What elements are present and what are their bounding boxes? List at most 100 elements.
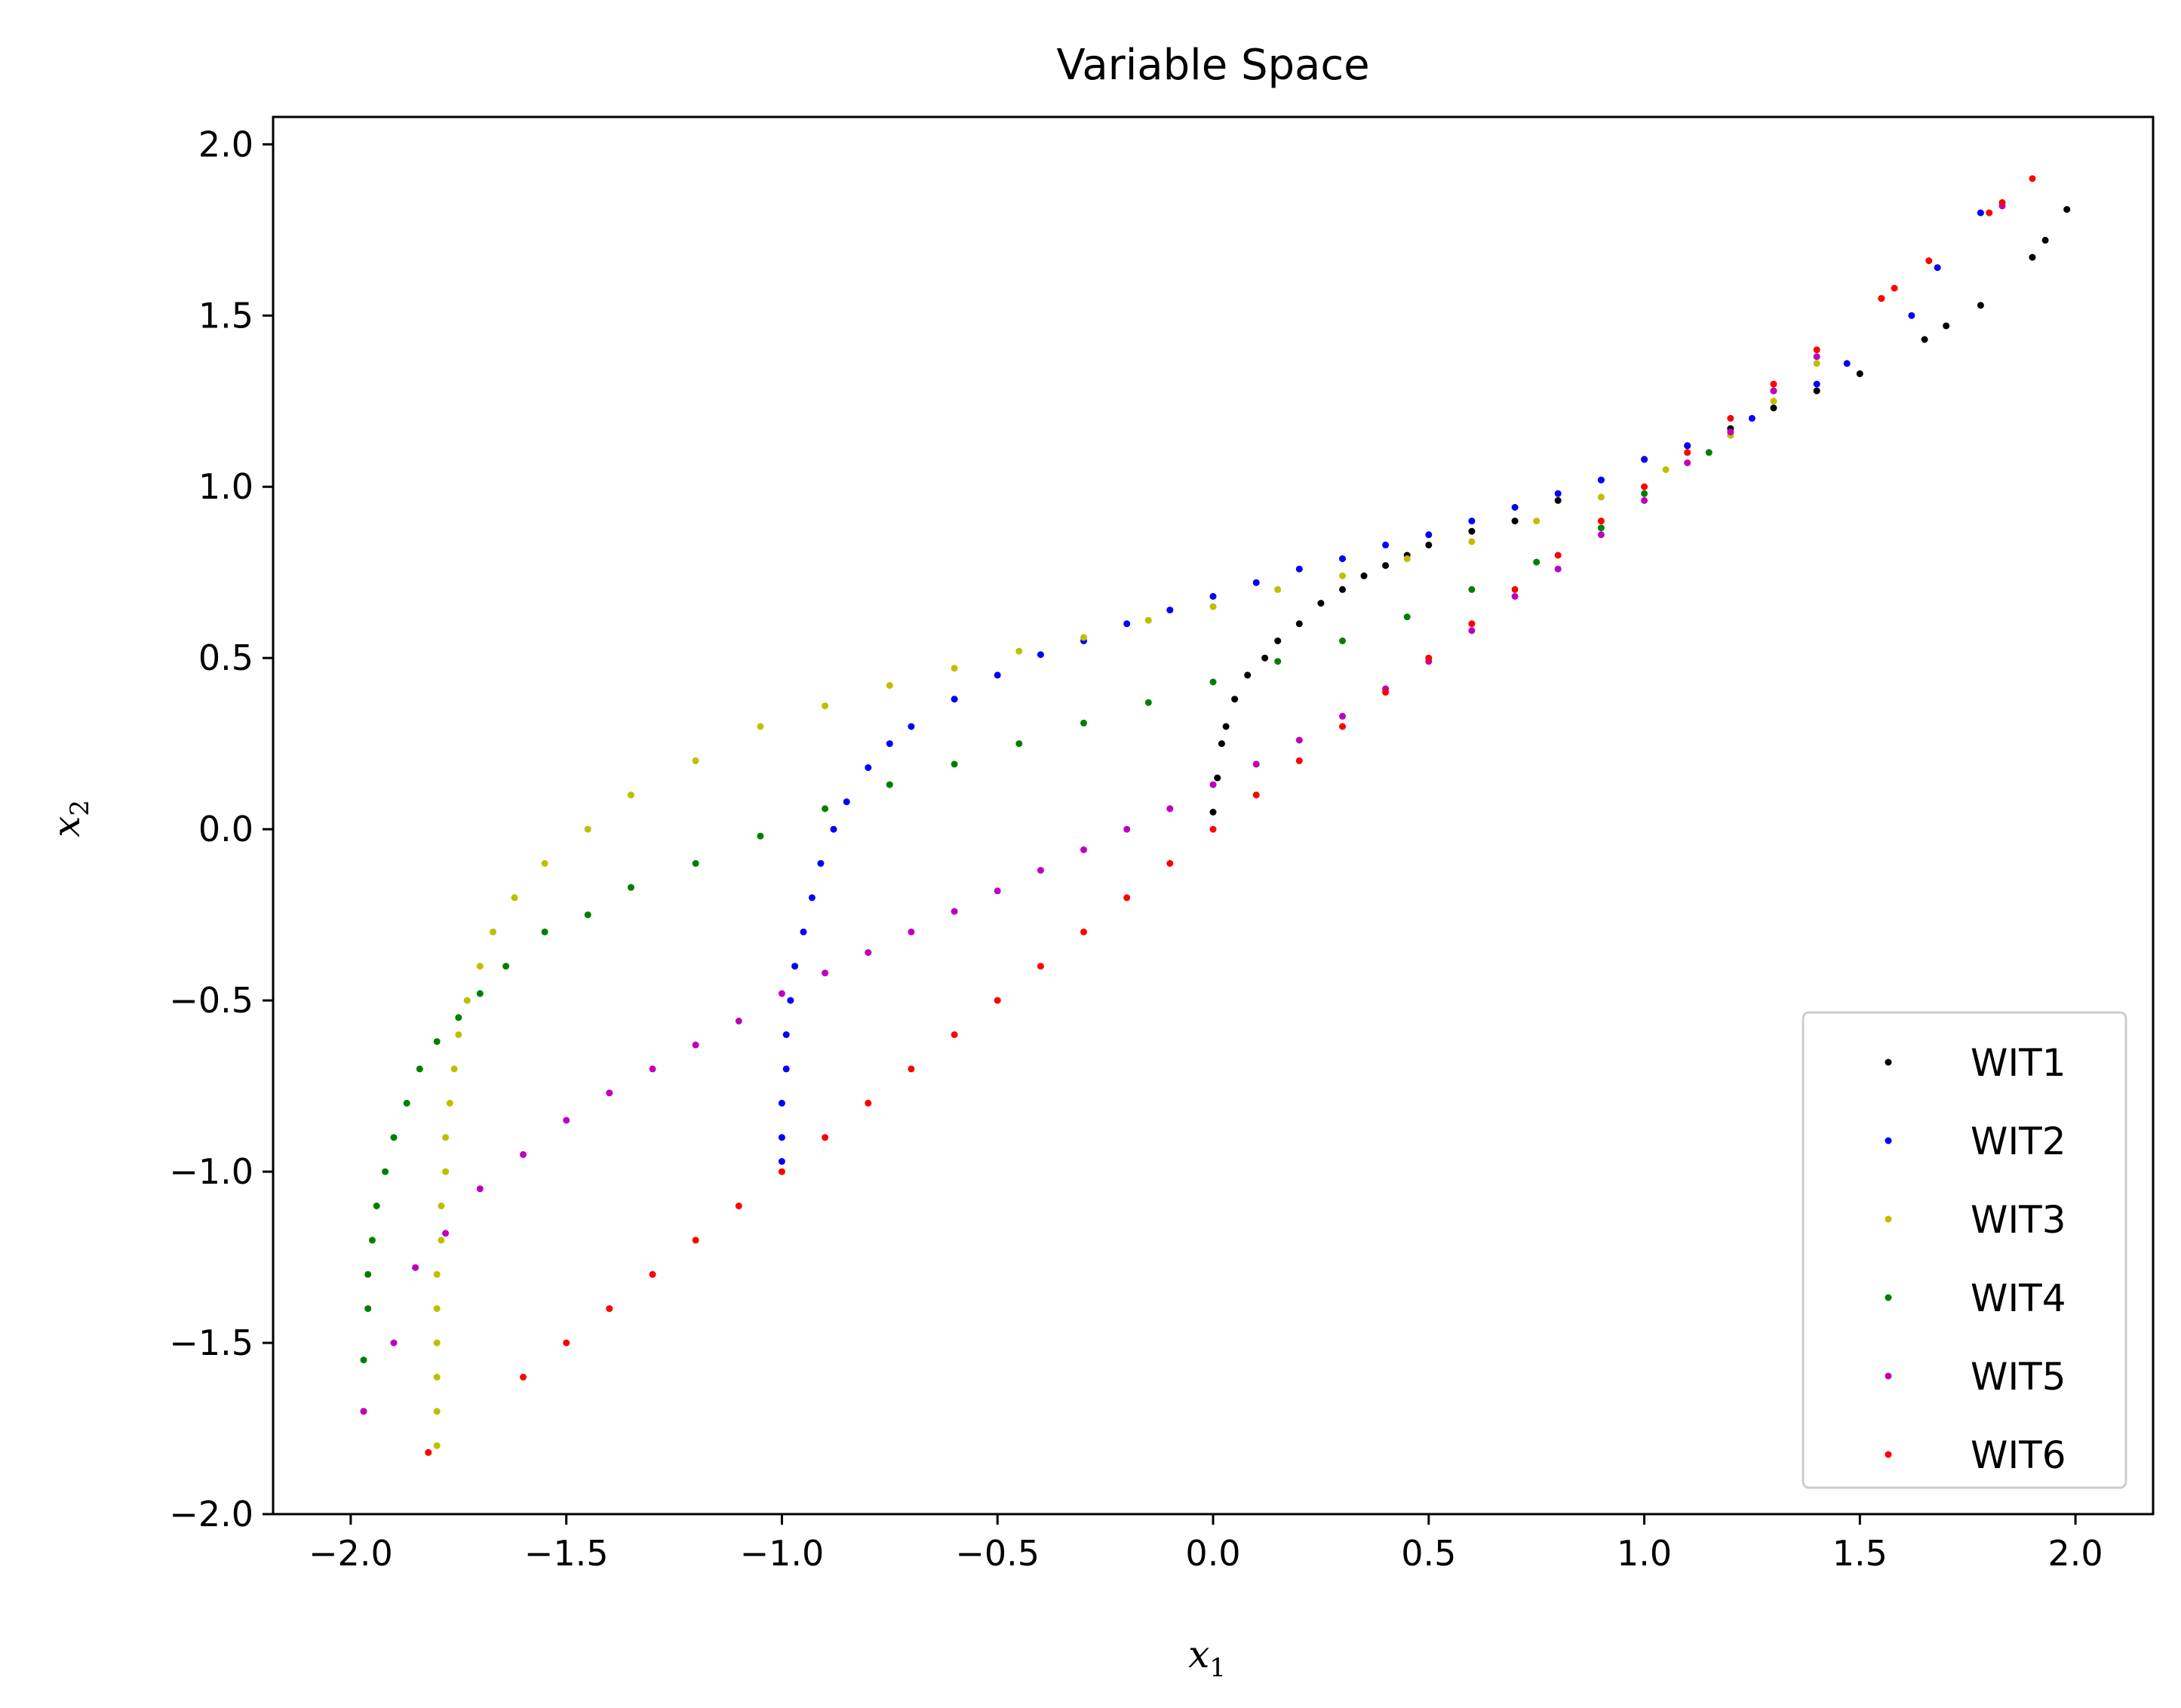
data-point-wit6-8 <box>822 1134 829 1141</box>
data-point-wit2-34 <box>1813 380 1820 388</box>
data-point-wit3-35 <box>1662 466 1670 473</box>
data-point-wit1-11 <box>1360 572 1368 579</box>
data-point-wit3-17 <box>541 860 548 867</box>
data-point-wit2-5 <box>787 997 794 1004</box>
data-point-wit3-22 <box>822 702 829 710</box>
data-point-wit5-19 <box>1123 825 1131 833</box>
data-point-wit2-24 <box>1339 555 1346 563</box>
data-point-wit4-30 <box>1533 558 1541 566</box>
x-axis-label-sub: 1 <box>1209 1653 1226 1683</box>
data-point-wit1-10 <box>1339 585 1346 593</box>
data-point-wit5-22 <box>1252 760 1260 768</box>
data-point-wit6-20 <box>1339 723 1346 730</box>
data-point-wit1-8 <box>1295 620 1303 628</box>
points-layer <box>360 175 2071 1456</box>
data-point-wit1-25 <box>1921 336 1928 343</box>
data-point-wit6-30 <box>1770 380 1777 388</box>
data-point-wit4-29 <box>1468 585 1476 593</box>
x-tick-label: −1.5 <box>524 1533 609 1574</box>
y-tick-label: −1.0 <box>169 1151 253 1192</box>
x-axis-ticks: −2.0 −1.5 −1.0 −0.5 0.0 0.5 1.0 1.5 2.0 <box>309 1514 2103 1574</box>
y-tick-label: −0.5 <box>169 980 253 1021</box>
x-tick-label: −1.0 <box>740 1533 825 1574</box>
data-point-wit3-16 <box>511 894 518 902</box>
data-point-wit3-15 <box>490 928 496 935</box>
series-wit3 <box>433 360 1820 1449</box>
data-point-wit4-12 <box>476 990 484 997</box>
data-point-wit6-35 <box>1986 209 1993 217</box>
data-point-wit1-7 <box>1274 637 1282 644</box>
data-point-wit5-8 <box>649 1065 656 1073</box>
legend-marker <box>1885 1372 1892 1380</box>
data-point-wit4-19 <box>822 805 829 813</box>
data-point-wit1-15 <box>1468 527 1476 535</box>
data-point-wit6-13 <box>1037 963 1044 970</box>
data-point-wit6-34 <box>1925 257 1933 265</box>
data-point-wit2-33 <box>1748 415 1756 422</box>
y-axis-label-main: x <box>45 816 88 837</box>
data-point-wit6-0 <box>425 1448 432 1456</box>
data-point-wit3-7 <box>438 1203 445 1209</box>
data-point-wit4-5 <box>373 1203 380 1209</box>
data-point-wit4-27 <box>1339 637 1346 644</box>
data-point-wit2-3 <box>782 1065 790 1073</box>
data-point-wit1-30 <box>2063 206 2071 214</box>
data-point-wit5-5 <box>520 1150 527 1158</box>
data-point-wit2-16 <box>994 671 1001 679</box>
data-point-wit5-17 <box>1037 867 1044 874</box>
data-point-wit4-16 <box>627 883 634 891</box>
data-point-wit4-3 <box>364 1270 372 1278</box>
data-point-wit2-30 <box>1597 476 1605 484</box>
data-point-wit6-36 <box>1998 199 2006 206</box>
legend-box <box>1802 1011 2127 1489</box>
data-point-wit6-7 <box>778 1168 785 1175</box>
data-point-wit5-28 <box>1511 593 1519 600</box>
data-point-wit5-31 <box>1641 496 1648 504</box>
x-axis-label: x1 <box>1188 1633 1226 1683</box>
data-point-wit3-8 <box>442 1168 450 1175</box>
data-point-wit3-9 <box>442 1134 450 1141</box>
data-point-wit6-5 <box>692 1236 699 1244</box>
data-point-wit2-20 <box>1166 607 1174 614</box>
data-point-wit4-22 <box>1015 740 1023 748</box>
data-point-wit1-1 <box>1214 774 1221 782</box>
data-point-wit6-17 <box>1209 825 1217 833</box>
x-tick-label: 0.5 <box>1401 1533 1456 1574</box>
data-point-wit3-2 <box>433 1373 441 1381</box>
data-point-wit4-28 <box>1403 613 1411 621</box>
data-point-wit2-29 <box>1554 490 1562 497</box>
data-point-wit4-8 <box>403 1099 410 1107</box>
data-point-wit5-33 <box>1727 429 1734 436</box>
data-point-wit6-12 <box>994 997 1001 1004</box>
legend-marker <box>1885 1451 1892 1458</box>
y-axis-ticks: −2.0 −1.5 −1.0 −0.5 0.0 0.5 1.0 1.5 2.0 <box>169 124 273 1534</box>
x-tick-label: 1.0 <box>1617 1533 1672 1574</box>
data-point-wit1-14 <box>1425 541 1433 548</box>
data-point-wit2-35 <box>1843 360 1851 367</box>
data-point-wit3-37 <box>1770 398 1777 405</box>
data-point-wit2-6 <box>791 963 799 970</box>
data-point-wit4-33 <box>1705 449 1713 456</box>
data-point-wit2-2 <box>778 1099 785 1107</box>
data-point-wit6-2 <box>563 1339 570 1347</box>
data-point-wit6-18 <box>1252 791 1260 799</box>
data-point-wit6-11 <box>951 1031 958 1038</box>
data-point-wit3-4 <box>433 1305 441 1313</box>
data-point-wit4-1 <box>360 1356 367 1364</box>
data-point-wit5-1 <box>390 1339 398 1347</box>
legend-label: WIT5 <box>1971 1355 2066 1399</box>
data-point-wit3-32 <box>1468 538 1476 545</box>
data-point-wit1-24 <box>1856 370 1863 377</box>
data-point-wit4-9 <box>416 1065 423 1073</box>
data-point-wit3-31 <box>1403 555 1411 563</box>
series-wit4 <box>360 387 1777 1415</box>
data-point-wit5-20 <box>1166 805 1174 813</box>
data-point-wit5-10 <box>735 1017 742 1024</box>
data-point-wit1-4 <box>1231 696 1239 703</box>
data-point-wit4-13 <box>502 963 510 970</box>
data-point-wit2-38 <box>1977 209 1984 217</box>
data-point-wit6-25 <box>1554 551 1562 559</box>
y-tick-label: 1.5 <box>198 295 253 336</box>
legend-marker <box>1885 1215 1892 1223</box>
data-point-wit3-13 <box>463 997 471 1004</box>
